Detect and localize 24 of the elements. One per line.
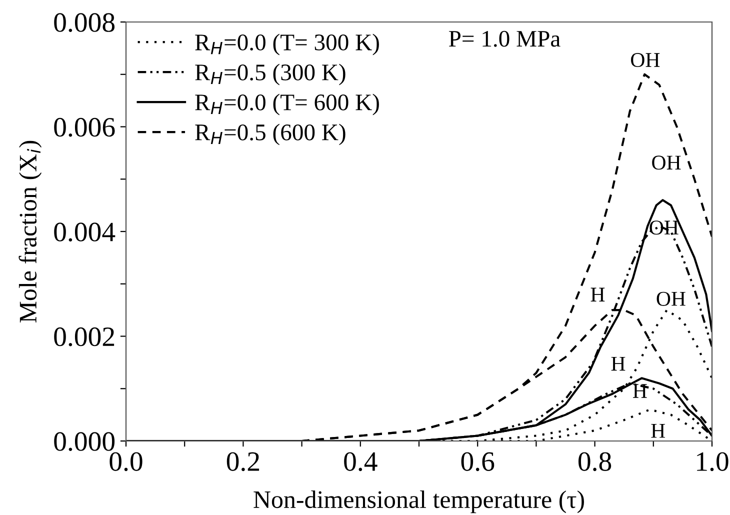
annotation: H (651, 424, 665, 438)
x-tick-label: 0.4 (344, 452, 378, 472)
annotation: OH (652, 156, 681, 170)
y-tick-label: 0.002 (54, 327, 114, 346)
x-tick-label: 0.8 (578, 452, 612, 472)
x-tick-label: 1.0 (697, 452, 728, 472)
y-tick-label: 0.008 (54, 13, 115, 32)
y-tick-label: 0.006 (54, 118, 115, 137)
y-tick-label: 0.000 (54, 432, 115, 452)
x-tick-label: 0.2 (226, 452, 260, 472)
annotation: H (590, 288, 605, 302)
x-axis-title: Non-dimensional temperature (τ) (254, 490, 584, 514)
annotation: OH (656, 292, 686, 306)
annotation: P= 1.0 MPa (448, 30, 560, 47)
x-tick-label: 0.0 (110, 452, 142, 472)
legend-label: R$_{H}$=0.0 (T= 300 K) (195, 34, 379, 56)
legend-label: R$_{H}$=0.5 (600 K) (195, 124, 346, 146)
legend-label: R$_{H}$=0.0 (T= 600 K) (195, 94, 379, 116)
y-tick-label: 0.004 (54, 222, 116, 242)
legend-label: R$_{H}$=0.5 (300 K) (195, 64, 346, 86)
x-tick-label: 0.6 (461, 452, 494, 472)
annotation: OH (631, 53, 660, 68)
y-axis-title: Mole fraction (X$_{i}$) (18, 140, 42, 323)
annotation: H (611, 356, 626, 371)
